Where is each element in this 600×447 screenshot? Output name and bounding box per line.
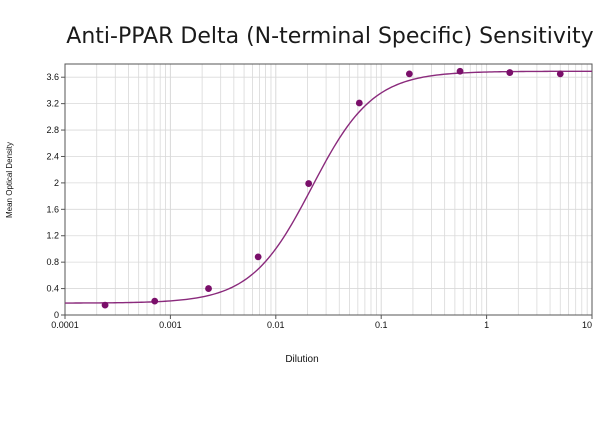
x-tick-labels: 0.0001 0.001 0.01 0.1 1 10 xyxy=(51,320,592,330)
y-tick-label: 2 xyxy=(54,178,59,188)
y-tick-label: 1.6 xyxy=(46,204,59,214)
x-tick-label: 0.01 xyxy=(267,320,285,330)
y-tick-label: 2.4 xyxy=(46,151,59,161)
y-tick-label: 3.2 xyxy=(46,99,59,109)
y-tick-label: 0.8 xyxy=(46,257,59,267)
data-point xyxy=(556,70,564,78)
x-tick-label: 0.1 xyxy=(375,320,388,330)
axes xyxy=(61,63,593,319)
x-tick-label: 0.0001 xyxy=(51,320,79,330)
data-point xyxy=(205,285,212,292)
data-point xyxy=(506,69,514,76)
x-tick-label: 1 xyxy=(484,320,489,330)
y-tick-label: 3.6 xyxy=(46,72,59,82)
data-point xyxy=(151,297,159,305)
data-point xyxy=(254,253,262,261)
x-tick-label: 0.001 xyxy=(159,320,182,330)
chart-title: Anti-PPAR Delta (N-terminal Specific) Se… xyxy=(66,24,593,49)
y-tick-label: 0.4 xyxy=(46,284,59,294)
data-point xyxy=(405,70,413,78)
data-point xyxy=(456,67,464,75)
y-tick-label: 0 xyxy=(54,310,59,320)
data-point xyxy=(305,180,313,187)
fit-curve xyxy=(64,70,592,304)
y-tick-labels: 0 0.4 0.8 1.2 1.6 2 2.4 2.8 3.2 3.6 xyxy=(46,72,59,320)
grid xyxy=(64,64,592,316)
data-points xyxy=(101,67,564,309)
x-tick-label: 10 xyxy=(582,320,592,330)
data-point xyxy=(355,99,363,107)
x-axis-label: Dilution xyxy=(285,354,318,365)
data-point xyxy=(101,301,109,309)
y-tick-label: 2.8 xyxy=(46,125,59,135)
y-axis-label: Mean Optical Density xyxy=(5,142,14,218)
plot-frame xyxy=(64,63,593,316)
y-tick-label: 1.2 xyxy=(46,231,59,241)
